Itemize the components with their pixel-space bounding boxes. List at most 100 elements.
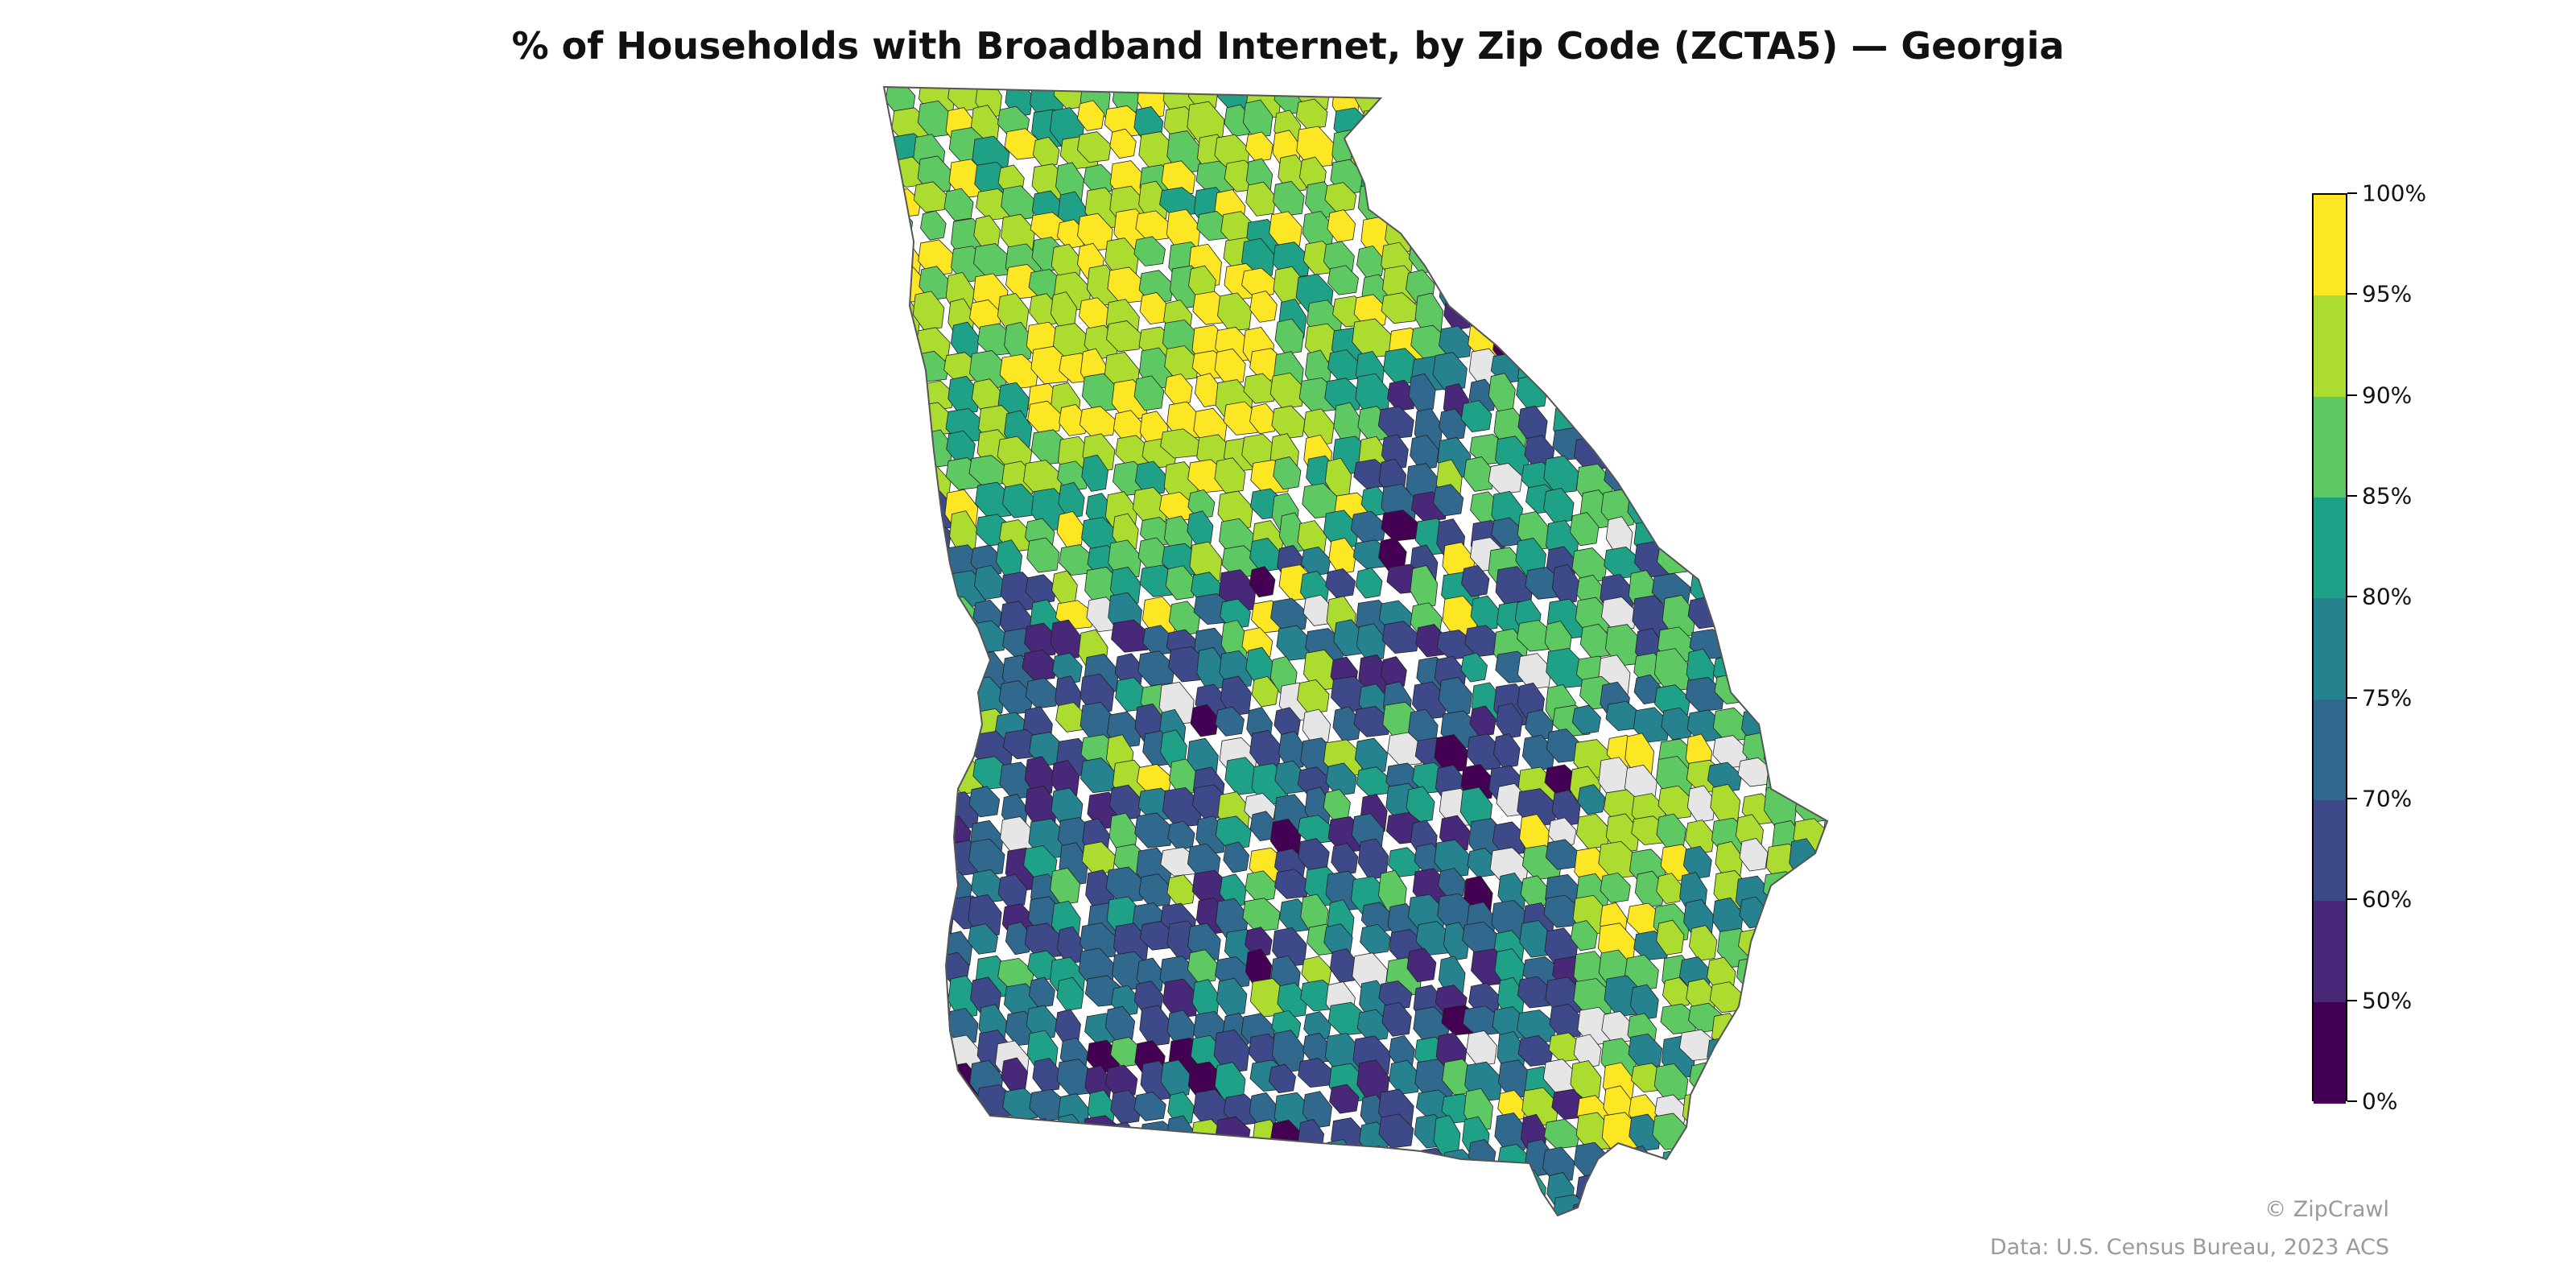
zcta-region (1816, 539, 1827, 577)
zcta-region (1439, 408, 1467, 441)
zcta-region (1766, 1145, 1805, 1187)
zcta-region (1661, 1149, 1697, 1183)
zcta-region (1378, 1113, 1414, 1149)
zcta-region (1824, 1175, 1827, 1209)
zcta-region (1714, 374, 1752, 416)
zcta-region (1822, 324, 1827, 357)
zcta-region (1606, 134, 1636, 173)
zcta-region (1715, 1094, 1749, 1130)
zcta-region (1772, 654, 1803, 696)
zcta-region (1107, 1198, 1134, 1216)
zcta-region (1656, 919, 1685, 956)
zcta-region (1577, 784, 1606, 815)
zcta-region (1769, 674, 1806, 704)
zcta-region (1515, 241, 1548, 285)
zcta-region (1002, 1088, 1040, 1121)
zcta-region (1794, 1143, 1827, 1178)
zcta-region (1488, 463, 1523, 495)
zcta-region (1360, 923, 1391, 955)
zcta-region (1604, 345, 1634, 389)
zcta-region (971, 869, 1005, 904)
zcta-region (1385, 158, 1421, 188)
zcta-region (1432, 352, 1468, 391)
zcta-region (946, 729, 974, 769)
zcta-region (1769, 87, 1806, 111)
zcta-region (1655, 161, 1688, 198)
zcta-region (1327, 265, 1359, 295)
zcta-region (1491, 296, 1530, 332)
zcta-region (1518, 183, 1546, 215)
zcta-region (1004, 321, 1034, 362)
zcta-region (1381, 621, 1420, 654)
zcta-region (1469, 705, 1496, 737)
zcta-region (1360, 902, 1393, 934)
zcta-region (1274, 1194, 1315, 1216)
zcta-region (1547, 817, 1577, 848)
zcta-region (1543, 488, 1575, 524)
zcta-region (1029, 293, 1059, 327)
zcta-region (1820, 844, 1827, 879)
zcta-region (1572, 405, 1610, 436)
zcta-region (1243, 373, 1277, 404)
zcta-region (1223, 401, 1261, 436)
zcta-region (1573, 267, 1602, 300)
zcta-region (1027, 1143, 1063, 1182)
zcta-region (1387, 732, 1424, 766)
zcta-region (1550, 298, 1581, 338)
zcta-region (945, 700, 983, 731)
zcta-region (918, 239, 955, 276)
zcta-region (1654, 271, 1695, 303)
zcta-region (1552, 1194, 1591, 1216)
zcta-region (1245, 1171, 1280, 1207)
zcta-region (922, 703, 956, 742)
zcta-region (1214, 457, 1246, 493)
zcta-region (1822, 1063, 1827, 1107)
zcta-region (947, 375, 980, 415)
zcta-region (1715, 1144, 1748, 1184)
zcta-region (1741, 980, 1780, 1013)
zcta-region (1521, 327, 1550, 357)
zcta-region (1333, 1199, 1371, 1216)
zcta-region (1656, 873, 1683, 905)
zcta-region (1495, 109, 1534, 142)
zcta-region (1187, 949, 1219, 984)
zcta-region (1434, 839, 1471, 878)
zcta-region (1604, 160, 1633, 204)
zcta-region (1245, 131, 1274, 163)
zcta-region (1769, 514, 1806, 546)
zcta-region (1740, 1065, 1775, 1097)
zcta-region (1219, 873, 1247, 908)
zcta-region (1715, 273, 1755, 308)
zcta-region (1052, 1146, 1087, 1177)
zcta-region (1242, 99, 1274, 138)
zcta-region (895, 711, 925, 746)
zcta-region (1277, 982, 1308, 1018)
zcta-region (1033, 1172, 1063, 1208)
zcta-region (1633, 1170, 1666, 1211)
zcta-region (1765, 1063, 1806, 1105)
zcta-region (917, 1120, 945, 1165)
zcta-region (1466, 242, 1500, 279)
zcta-region (1356, 245, 1385, 279)
zcta-region (949, 1170, 977, 1205)
zcta-region (1439, 1204, 1470, 1216)
zcta-region (1409, 237, 1441, 274)
zcta-region (1216, 1149, 1253, 1191)
zcta-region (1302, 1091, 1332, 1129)
zcta-region (1190, 704, 1219, 737)
zcta-region (1083, 163, 1114, 194)
zcta-region (1408, 373, 1436, 412)
zcta-region (1712, 490, 1740, 524)
zcta-region (1761, 898, 1803, 935)
zcta-region (1110, 1089, 1141, 1125)
zcta-region (915, 654, 944, 696)
zcta-region (917, 765, 952, 807)
zcta-region (1514, 1204, 1542, 1216)
zcta-region (1542, 1146, 1575, 1183)
zcta-region (1575, 210, 1616, 250)
zcta-region (1792, 1034, 1821, 1071)
zcta-region (1410, 565, 1439, 609)
zcta-region (1682, 407, 1715, 449)
zcta-region (1296, 126, 1335, 168)
map-title: % of Households with Broadband Internet,… (511, 24, 2065, 68)
